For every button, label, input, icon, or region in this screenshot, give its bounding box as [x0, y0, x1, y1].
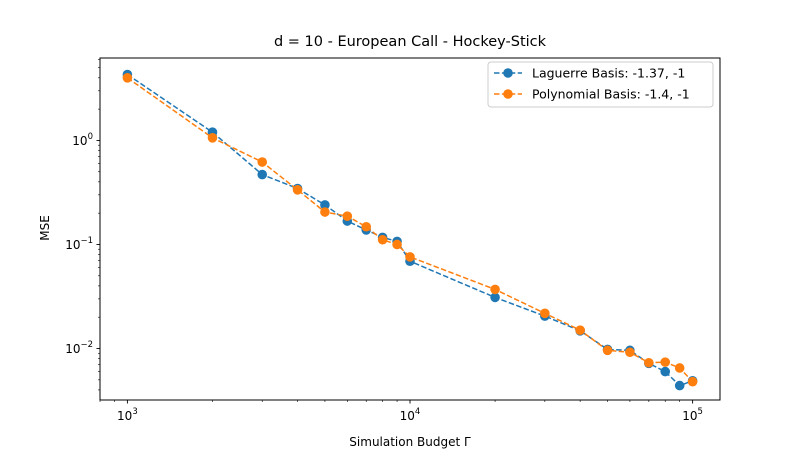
- series-1-point: [292, 185, 303, 195]
- y-tick-label: 100: [72, 132, 93, 148]
- series-1-point: [625, 347, 635, 358]
- legend-marker-1: [503, 89, 513, 99]
- series-1-point: [602, 345, 613, 356]
- series-0-line: [126, 73, 693, 387]
- x-tick-label: 103: [117, 407, 138, 423]
- legend-label-1: Polynomial Basis: -1.4, -1: [532, 87, 690, 102]
- series-1-point: [405, 252, 415, 262]
- series-0-point: [660, 366, 671, 377]
- series-1-point: [257, 157, 268, 167]
- series-1-point: [392, 239, 402, 250]
- series-1-point: [320, 207, 330, 217]
- chart-title: d = 10 - European Call - Hockey-Stick: [274, 34, 547, 50]
- series-1-point: [207, 133, 218, 143]
- legend-box: [487, 61, 714, 108]
- series-1-point: [674, 363, 685, 373]
- y-tick-label: 10−2: [65, 340, 93, 356]
- series-1-point: [361, 221, 372, 232]
- series-0-point: [490, 292, 500, 303]
- x-tick-label: 104: [400, 407, 421, 423]
- series-0-point: [257, 169, 268, 180]
- series-1-point: [540, 308, 550, 319]
- series-1-point: [687, 376, 698, 387]
- x-tick-label: 105: [682, 407, 703, 423]
- plot-area: [122, 69, 698, 391]
- series-1-point: [660, 357, 671, 367]
- series-1-point: [575, 325, 585, 336]
- y-axis-label: MSE: [38, 215, 52, 241]
- series-1-point: [644, 357, 654, 368]
- legend-label-0: Laguerre Basis: -1.37, -1: [532, 66, 685, 81]
- series-1-point: [122, 73, 133, 83]
- legend: Laguerre Basis: -1.37, -1 Polynomial Basi…: [487, 61, 714, 108]
- series-0-point: [674, 380, 685, 391]
- series-1-point: [377, 234, 388, 245]
- x-axis-label: Simulation Budget Γ: [349, 435, 471, 449]
- series-1-point: [342, 211, 353, 221]
- legend-marker-0: [503, 68, 513, 78]
- series-1-line: [126, 77, 694, 383]
- series-1-point: [490, 284, 500, 295]
- series-0-point: [320, 200, 330, 210]
- y-tick-label: 10−1: [65, 236, 93, 252]
